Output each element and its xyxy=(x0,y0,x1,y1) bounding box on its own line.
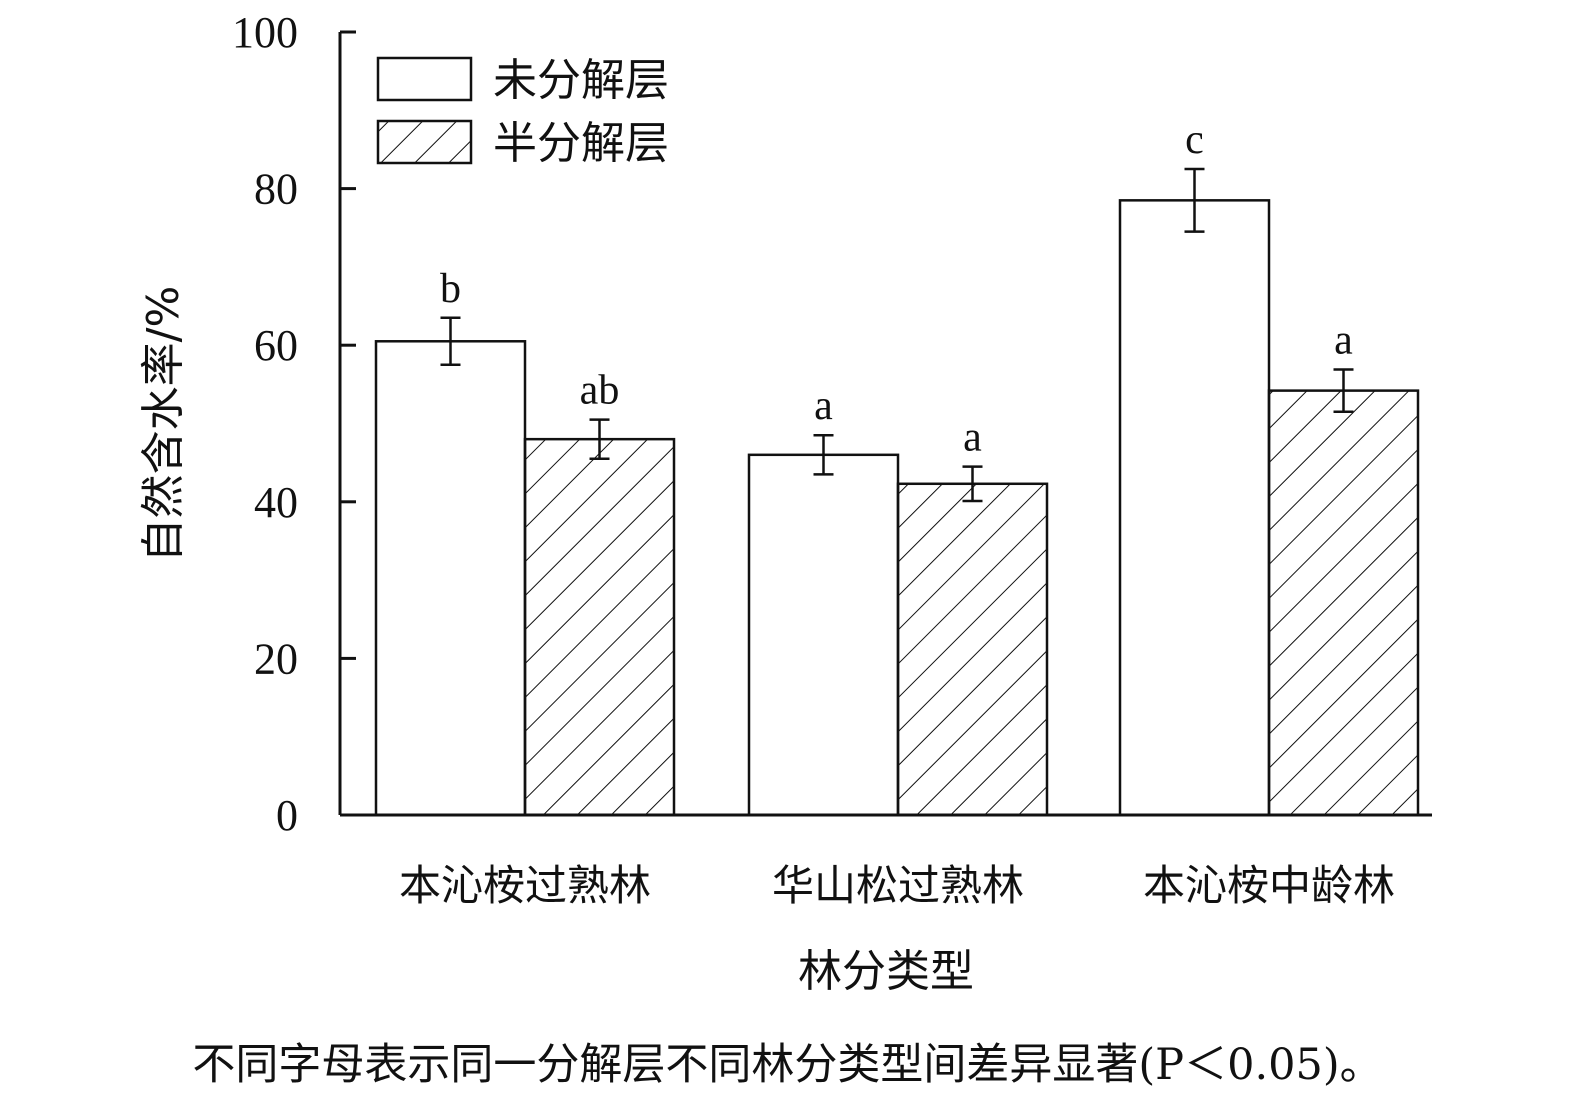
bar xyxy=(896,482,1049,817)
y-tick-label: 60 xyxy=(254,321,298,370)
y-tick-label: 40 xyxy=(254,478,298,527)
axes-layer: 本沁桉过熟林 华山松过熟林 本沁桉中龄林 0 20 40 60 80 100 林分类型 自然含水率/… xyxy=(138,8,1432,997)
y-tick-label: 100 xyxy=(232,8,298,57)
bar xyxy=(374,340,527,817)
significance-letter: b xyxy=(440,266,461,312)
x-tick-label: 本沁桉过熟林 xyxy=(399,861,651,910)
bars-layer xyxy=(374,199,1420,817)
legend-swatch xyxy=(376,56,473,102)
x-tick-label: 本沁桉中龄林 xyxy=(1143,861,1395,910)
bar-chart: b ab a a c a 本沁桉过熟林 华山松过熟林 本沁桉中龄林 0 20 40 60 80 100 林分… xyxy=(138,8,1432,997)
significance-letter: c xyxy=(1185,117,1204,163)
x-axis-title: 林分类型 xyxy=(798,946,974,997)
bar xyxy=(747,453,900,817)
footnote: 不同字母表示同一分解层不同林分类型间差异显著(P＜0.05)。 xyxy=(192,1040,1383,1090)
bar xyxy=(1118,199,1271,817)
y-tick-label: 0 xyxy=(276,791,298,840)
y-tick-label: 80 xyxy=(254,165,298,214)
legend-label: 未分解层 xyxy=(493,55,669,106)
error-bars-layer xyxy=(440,167,1354,503)
x-tick-label: 华山松过熟林 xyxy=(772,861,1024,910)
significance-letters-layer: b ab a a c a xyxy=(440,117,1353,461)
significance-letter: a xyxy=(1334,317,1353,363)
y-axis-title: 自然含水率/% xyxy=(138,286,189,563)
significance-letter: a xyxy=(814,383,833,429)
bar xyxy=(523,437,676,817)
legend-swatch xyxy=(376,119,473,165)
significance-letter: ab xyxy=(580,368,620,414)
bar xyxy=(1267,389,1420,817)
y-tick-label: 20 xyxy=(254,634,298,683)
legend-label: 半分解层 xyxy=(493,118,669,169)
significance-letter: a xyxy=(963,415,982,461)
